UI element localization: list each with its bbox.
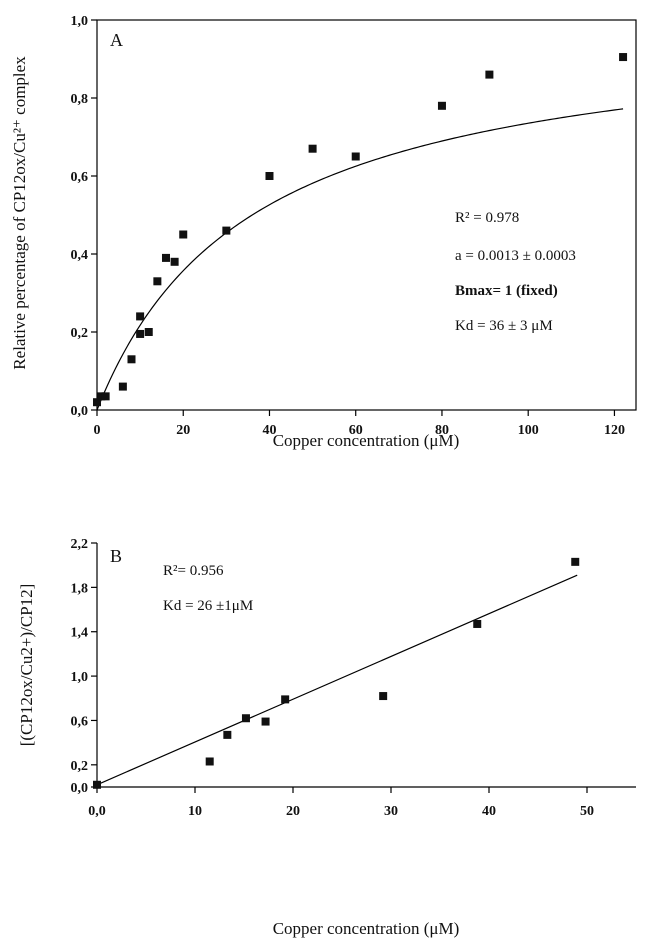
chart-b-points [93,557,580,789]
chart-a-data-point [222,226,231,235]
chart-b-x-tick-label: 40 [482,804,496,819]
chart-a-x-tick-label: 100 [518,423,539,438]
chart-a-y-tick-label: 1,0 [71,14,89,29]
chart-a-annotation-kd: Kd = 36 ± 3 μM [455,318,553,334]
chart-a-y-tick-label: 0,4 [71,248,89,263]
chart-a-panel-label: A [110,30,123,50]
chart-b-annotation-r2: R²= 0.956 [163,563,224,579]
chart-a-x-tick-label: 120 [604,423,625,438]
chart-b-x-tick-label: 20 [286,804,300,819]
chart-b-annotation-kd: Kd = 26 ±1μM [163,598,253,614]
chart-a-x-tick-label: 20 [176,423,190,438]
chart-b-x-axis: 0,0 10 20 30 40 50 [88,787,594,819]
chart-a-y-tick-label: 0,8 [71,92,89,107]
chart-a-annotation-a: a = 0.0013 ± 0.0003 [455,248,576,264]
chart-a-x-tick-label: 80 [435,423,449,438]
chart-b-data-point [261,717,270,726]
chart-b-y-tick-label: 1,0 [71,670,89,685]
chart-a-y-label: Relative percentage of CP12ox/Cu²⁺ compl… [10,56,29,370]
chart-a-y-tick-label: 0,6 [71,170,89,185]
chart-b-x-tick-label: 30 [384,804,398,819]
chart-a-data-point [93,398,101,407]
chart-a-data-point [144,328,153,336]
chart-b-x-tick-label: 50 [580,804,594,819]
chart-a-data-point [136,329,145,338]
chart-a-data-point [161,253,170,262]
chart-b-panel-label: B [110,546,122,566]
chart-b-data-point [379,692,388,701]
chart-b-x-tick-label: 10 [188,804,202,819]
chart-a-data-point [136,312,145,321]
chart-b-data-point [223,730,232,739]
chart-a-data-point [101,392,110,401]
chart-a-data-point [179,230,188,239]
chart-a-fit-curve [96,108,624,411]
chart-b-fit-line [96,574,578,786]
chart-b-data-point [93,780,101,789]
chart-a-x-tick-label: 0 [94,423,101,438]
chart-a-data-point [308,144,317,153]
chart-b-y-tick-label: 0,2 [71,759,89,774]
chart-b-data-point [281,695,290,704]
chart-a-annotation-r2: R² = 0.978 [455,210,519,226]
chart-b-y-tick-label: 1,8 [71,581,89,596]
chart-a-x-label: Copper concentration (μM) [273,431,460,450]
chart-a-x-tick-label: 60 [349,423,363,438]
chart-a-plot-frame [96,19,637,411]
chart-a-data-point [351,152,360,161]
chart-b-data-point [473,619,482,628]
chart-a: A 0 20 40 60 80 100 120 0,0 0,2 0,4 0,6 0,8 1,0 R² … [10,14,637,450]
chart-b-data-point [241,714,250,723]
chart-b-x-label: Copper concentration (μM) [273,919,460,938]
chart-a-data-point [170,257,179,266]
chart-a-data-point [118,382,127,391]
chart-b-x-tick-label: 0,0 [88,804,106,819]
chart-b: B 0,0 10 20 30 40 50 0,0 0,2 0,6 1,0 1,4 1,8 2,2 R²… [17,537,636,938]
chart-a-data-point [485,70,494,79]
chart-b-data-point [205,757,214,766]
chart-b-y-label: [(CP12ox/Cu2+)/CP12] [17,584,36,747]
chart-b-y-tick-label: 2,2 [71,537,89,552]
chart-a-data-point [127,355,136,364]
chart-a-data-point [153,277,162,286]
chart-a-data-point [97,392,106,401]
chart-a-data-point [619,53,628,62]
chart-a-x-tick-label: 40 [262,423,276,438]
chart-a-y-tick-label: 0,2 [71,326,89,341]
chart-b-y-tick-label: 0,6 [71,714,89,729]
chart-a-data-point [437,101,446,110]
chart-a-annotation-bmax: Bmax= 1 (fixed) [455,283,558,299]
chart-a-y-tick-label: 0,0 [71,404,89,419]
chart-a-data-point [265,172,274,180]
chart-b-y-axis: 0,0 0,2 0,6 1,0 1,4 1,8 2,2 [71,537,97,796]
chart-a-x-axis: 0 20 40 60 80 100 120 [94,410,625,438]
chart-b-y-tick-label: 1,4 [71,626,89,641]
chart-a-points [93,53,628,407]
chart-b-data-point [571,557,580,566]
chart-b-y-tick-label: 0,0 [71,781,89,796]
chart-a-y-axis: 0,0 0,2 0,4 0,6 0,8 1,0 [71,14,97,419]
